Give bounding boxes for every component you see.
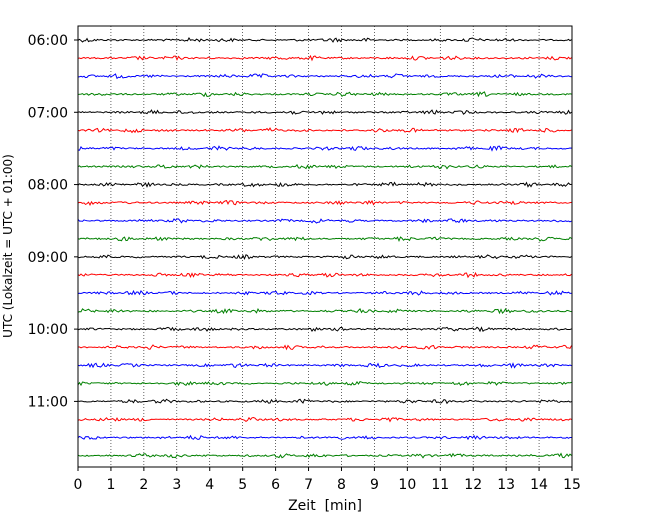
x-tick-label: 14 xyxy=(530,477,548,493)
x-tick-label: 15 xyxy=(563,477,581,493)
plot-background xyxy=(78,26,572,467)
x-tick-label: 0 xyxy=(74,477,83,493)
y-tick-label: 11:00 xyxy=(28,394,68,410)
y-axis-label: UTC (Lokalzeit = UTC + 01:00) xyxy=(1,154,15,338)
trace-10:15 xyxy=(77,344,572,351)
y-tick-label: 06:00 xyxy=(28,33,68,49)
trace-08:30 xyxy=(77,218,572,224)
trace-07:15 xyxy=(77,127,572,134)
seismic-traces xyxy=(77,37,572,459)
x-tick-label: 10 xyxy=(398,477,416,493)
trace-10:00 xyxy=(77,326,572,333)
plot-frame xyxy=(77,25,573,468)
trace-10:30 xyxy=(77,362,572,369)
trace-07:00 xyxy=(77,109,572,115)
x-tick-label: 4 xyxy=(205,477,214,493)
trace-08:45 xyxy=(77,236,572,243)
x-tick-label: 11 xyxy=(431,477,449,493)
trace-09:00 xyxy=(77,254,572,261)
trace-06:45 xyxy=(77,91,572,98)
trace-07:30 xyxy=(77,145,572,152)
x-tick-label: 9 xyxy=(370,477,379,493)
y-tick-label: 09:00 xyxy=(28,250,68,266)
x-tick-label: 1 xyxy=(106,477,115,493)
trace-09:30 xyxy=(77,289,572,296)
trace-11:00 xyxy=(77,398,572,405)
trace-06:30 xyxy=(77,73,572,80)
trace-08:00 xyxy=(77,181,572,188)
x-tick-label: 2 xyxy=(139,477,148,493)
x-tick-label: 7 xyxy=(304,477,313,493)
x-tick-label: 3 xyxy=(172,477,181,493)
trace-11:45 xyxy=(77,452,572,459)
trace-09:45 xyxy=(77,307,572,315)
x-tick-label: 13 xyxy=(497,477,515,493)
y-tick-label: 10:00 xyxy=(28,322,68,338)
x-tick-label: 12 xyxy=(464,477,482,493)
trace-08:15 xyxy=(77,199,572,206)
trace-06:00 xyxy=(77,37,572,43)
y-tick-label: 08:00 xyxy=(28,178,68,194)
trace-06:15 xyxy=(77,54,572,62)
x-axis-label: Zeit [min] xyxy=(288,498,362,514)
trace-09:15 xyxy=(77,271,572,279)
x-tick-label: 6 xyxy=(271,477,280,493)
trace-07:45 xyxy=(77,164,572,170)
trace-11:15 xyxy=(77,416,572,423)
y-tick-label: 07:00 xyxy=(28,105,68,121)
trace-11:30 xyxy=(77,434,572,441)
x-tick-label: 5 xyxy=(238,477,247,493)
x-axis-ticks: 0 1 2 3 4 5 6 7 8 9 10 11 12 13 14 15 xyxy=(74,467,581,493)
y-axis-ticks: 06:00 07:00 08:00 09:00 10:00 11:00 xyxy=(28,33,78,410)
trace-10:45 xyxy=(77,380,572,387)
x-tick-label: 8 xyxy=(337,477,346,493)
